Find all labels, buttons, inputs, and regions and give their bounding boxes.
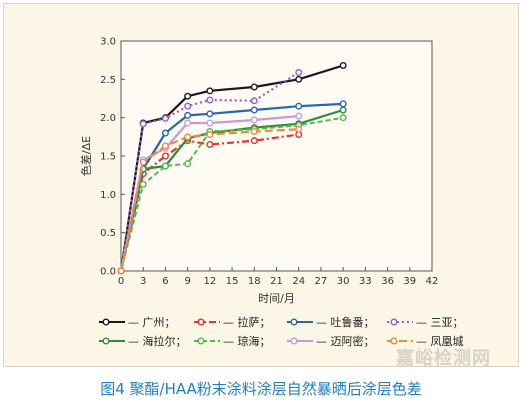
legend-swatch-marker (290, 318, 298, 326)
data-point (161, 162, 169, 170)
data-point (206, 119, 214, 127)
x-tick-label: 9 (184, 276, 190, 287)
x-axis-title: 时间/月 (258, 292, 295, 305)
watermark: 嘉峪检测网 (396, 348, 491, 369)
data-point (295, 112, 303, 120)
legend-label: — 迈阿密； (316, 334, 375, 348)
data-point (117, 267, 125, 275)
series-lines (117, 62, 347, 275)
legend-label: — 三亚； (416, 316, 464, 329)
axes: 0 3 6 9 12 15 18 21 24 27 30 33 36 39 420.00.51.01.52.… (100, 37, 438, 288)
data-point (339, 106, 347, 114)
data-point (250, 83, 258, 91)
data-point (295, 102, 303, 110)
legend-entry: — 迈阿密； (287, 334, 375, 348)
legend-entry: — 凤凰城 (387, 335, 464, 348)
data-point (139, 120, 147, 128)
data-point (206, 96, 214, 104)
x-tick-label: 30 (337, 276, 350, 287)
x-tick-label: 39 (403, 276, 416, 287)
data-point (139, 158, 147, 166)
y-tick-label: 2.5 (100, 75, 116, 86)
series-line-0 (119, 64, 344, 272)
legend-label: — 琼海； (223, 334, 271, 348)
legend: — 广州； — 拉萨； — 吐鲁番； — 三亚； — 海拉尔； — 琼海； — 迈阿密； — … (99, 315, 464, 348)
y-tick-label: 1.0 (100, 190, 116, 201)
y-tick-label: 3.0 (100, 37, 116, 48)
data-point (184, 133, 192, 141)
data-point (161, 152, 169, 160)
x-tick-label: 3 (140, 276, 146, 287)
data-point (184, 111, 192, 119)
data-point (295, 125, 303, 133)
legend-entry: — 吐鲁番； (287, 315, 375, 329)
data-point (250, 97, 258, 105)
y-tick-label: 2.0 (100, 113, 116, 124)
legend-swatch-marker (197, 337, 205, 345)
legend-label: — 海拉尔； (128, 334, 187, 348)
y-tick-label: 0.5 (100, 228, 116, 239)
figure-panel: 0 3 6 9 12 15 18 21 24 27 30 33 36 39 42 0.0 0.5 1.0 1.5 2.… (3, 3, 519, 369)
data-point (206, 110, 214, 118)
legend-label: — 广州； (128, 316, 176, 329)
data-point (250, 127, 258, 135)
data-point (339, 114, 347, 122)
data-point (295, 68, 303, 76)
legend-entry: — 广州； (99, 316, 176, 329)
x-tick-label: 0 (118, 276, 124, 287)
x-tick-label: 36 (381, 276, 394, 287)
legend-swatch-marker (102, 337, 110, 345)
figure-caption: 图4 聚酯/HAA粉末涂料涂层自然暴晒后涂层色差 (100, 380, 422, 398)
data-point (161, 114, 169, 122)
series-line-2 (119, 102, 344, 272)
x-tick-label: 21 (270, 276, 283, 287)
y-axis-title: 色差/ΔE (79, 136, 93, 176)
legend-entry: — 琼海； (194, 334, 271, 348)
x-tick-label: 33 (359, 276, 372, 287)
data-point (139, 180, 147, 188)
data-point (184, 160, 192, 168)
data-point (295, 75, 303, 83)
x-tick-label: 42 (426, 276, 439, 287)
data-point (206, 131, 214, 139)
legend-entry: — 三亚； (387, 316, 464, 329)
x-tick-label: 12 (203, 276, 216, 287)
data-point (206, 87, 214, 95)
y-tick-label: 1.5 (100, 152, 116, 163)
legend-swatch-marker (390, 318, 398, 326)
data-point (250, 137, 258, 145)
legend-label: — 凤凰城 (416, 335, 464, 348)
x-tick-label: 15 (226, 276, 239, 287)
x-tick-label: 6 (162, 276, 168, 287)
legend-swatch-marker (102, 318, 110, 326)
data-point (339, 62, 347, 70)
data-point (161, 129, 169, 137)
legend-entry: — 海拉尔； (99, 334, 187, 348)
data-point (184, 92, 192, 100)
legend-label: — 吐鲁番； (316, 315, 375, 329)
y-tick-label: 0.0 (100, 267, 116, 278)
chart: 0 3 6 9 12 15 18 21 24 27 30 33 36 39 420.00.51.01.52.… (79, 37, 464, 349)
series-line-5 (120, 116, 344, 272)
data-point (250, 116, 258, 124)
x-tick-label: 24 (292, 276, 305, 287)
x-tick-label: 27 (315, 276, 328, 287)
legend-label: — 拉萨； (223, 315, 271, 329)
data-point (206, 140, 214, 148)
data-point (339, 100, 347, 108)
legend-swatch-marker (197, 318, 205, 326)
legend-entry: — 拉萨； (194, 315, 271, 329)
data-point (184, 119, 192, 127)
x-tick-label: 18 (248, 276, 261, 287)
data-point (184, 102, 192, 110)
legend-swatch-marker (390, 337, 398, 345)
data-point (250, 106, 258, 114)
data-point (161, 142, 169, 150)
legend-swatch-marker (290, 337, 298, 345)
